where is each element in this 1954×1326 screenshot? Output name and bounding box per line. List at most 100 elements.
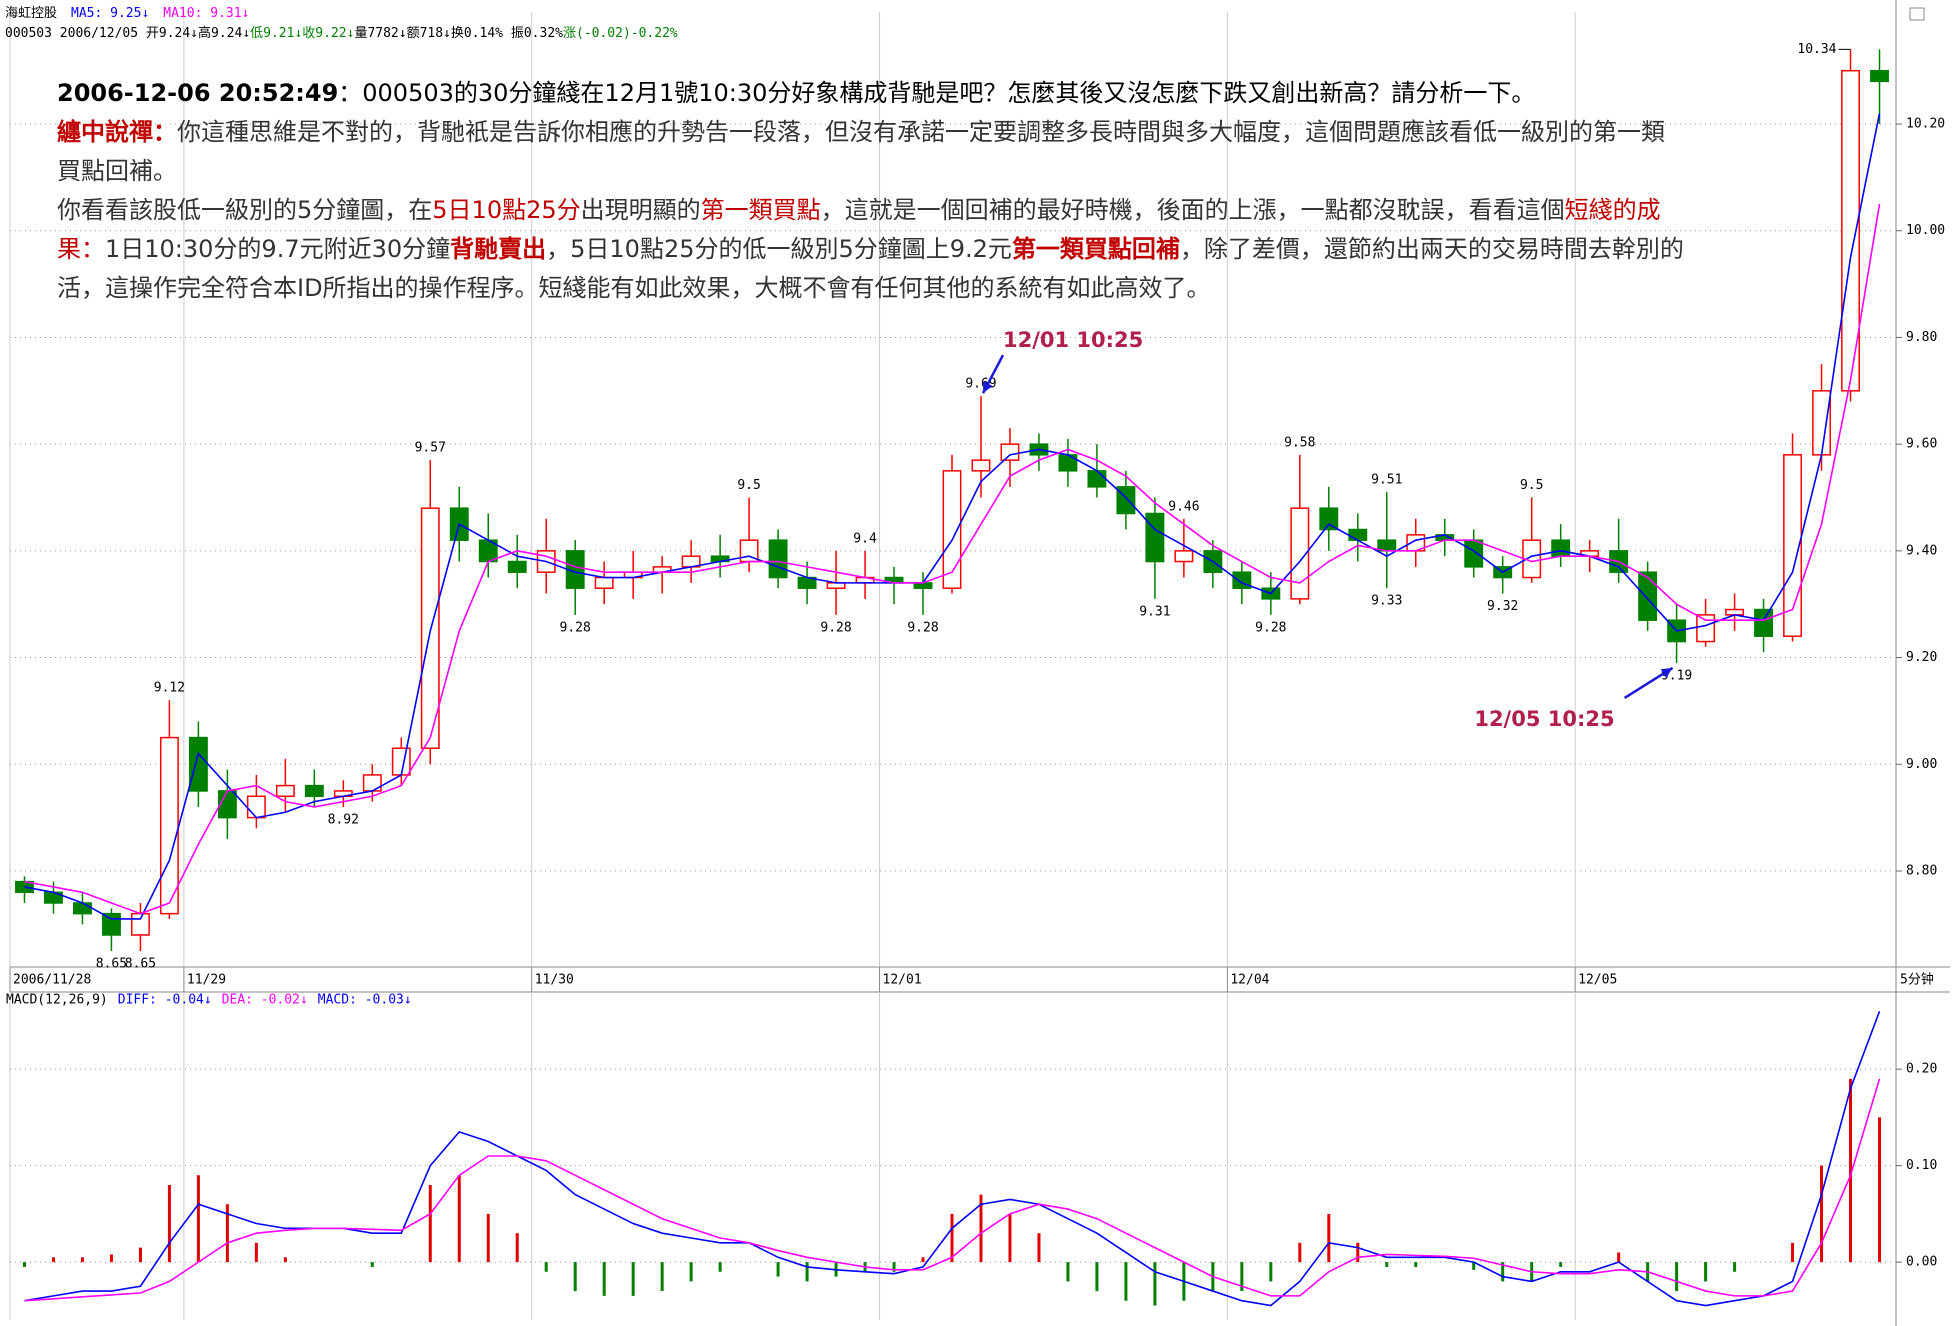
candle-body <box>1754 608 1774 637</box>
candle-body <box>594 576 614 589</box>
extreme-label: 9.28 <box>820 620 851 635</box>
candle-body <box>942 470 962 589</box>
extreme-label: 10.34 <box>1797 42 1836 57</box>
text-run: 你這種思維是不對的，背馳衹是告訴你相應的升勢告一段落，但沒有承諾一定要調整多長時… <box>57 118 1665 185</box>
extreme-label: 9.57 <box>415 441 446 456</box>
y-tick-label: 10.00 <box>1906 223 1945 238</box>
text-run: 纏中說禪： <box>57 118 177 146</box>
x-tick-label: 2006/11/28 <box>13 973 91 988</box>
extreme-label: 9.33 <box>1371 594 1402 609</box>
y-tick-label: 10.20 <box>1906 117 1945 132</box>
extreme-label: 9.69 <box>965 377 996 392</box>
y-tick-label: 9.60 <box>1906 437 1937 452</box>
extreme-label: 9.31 <box>1139 604 1170 619</box>
text-run: ，5日10點25分的低一級別5分鐘圖上9.2元 <box>546 235 1012 263</box>
article: 2006-12-06 20:52:49：000503的30分鐘綫在12月1號10… <box>57 74 1687 308</box>
candle-body <box>1145 512 1165 563</box>
text-run: 出現明顯的 <box>580 196 701 224</box>
indicator-line <box>24 1078 1881 1302</box>
candle-body <box>304 784 324 798</box>
window-icon <box>1909 7 1925 21</box>
y-tick-label: 0.10 <box>1906 1158 1937 1173</box>
extreme-label: 9.28 <box>560 620 591 635</box>
quote-item: 低9.21↓收9.22↓ <box>250 26 355 41</box>
extreme-label: 9.51 <box>1371 473 1402 488</box>
paragraph: 2006-12-06 20:52:49：000503的30分鐘綫在12月1號10… <box>57 74 1687 113</box>
legend-item: MACD(12,26,9) <box>6 993 108 1008</box>
annotation-arrowhead <box>982 381 993 394</box>
indicator-line <box>24 113 1881 920</box>
candle-body <box>73 902 92 915</box>
candle-body <box>159 736 179 915</box>
y-tick-label: 9.00 <box>1906 757 1937 772</box>
candle-body <box>362 774 382 792</box>
quote-item: 涨(-0.02)-0.22% <box>562 26 678 41</box>
extreme-label: 9.5 <box>737 478 760 493</box>
header: 海虹控股 MA5: 9.25↓ MA10: 9.31↓ 000503 2006/12/… <box>5 4 678 44</box>
candle-body <box>246 795 266 819</box>
extreme-label: 8.65 <box>96 956 127 971</box>
quote-item: 000503 2006/12/05 开9.24↓高9.24↓ <box>5 26 251 41</box>
stock-name: 海虹控股 <box>5 6 58 21</box>
extreme-label: 9.5 <box>1520 478 1543 493</box>
candle-body <box>275 784 295 798</box>
candle-body <box>1058 454 1078 472</box>
extreme-label: 8.92 <box>328 812 359 827</box>
candle-body <box>913 582 933 589</box>
annotation-arrowhead <box>1660 667 1673 679</box>
text-run: 第一類買點回補 <box>1011 235 1180 263</box>
candle-body <box>1087 470 1107 488</box>
header-line: 000503 2006/12/05 开9.24↓高9.24↓低9.21↓收9.2… <box>5 24 678 44</box>
x-axis-unit: 5分钟 <box>1900 972 1934 988</box>
x-tick-label: 11/30 <box>535 973 574 988</box>
candle-body <box>1841 69 1860 392</box>
candle-body <box>1000 443 1020 461</box>
paragraph: 纏中說禪：你這種思維是不對的，背馳衹是告訴你相應的升勢告一段落，但沒有承諾一定要… <box>57 113 1687 191</box>
text-run: 你看看該股低一級別的5分鐘圖，在 <box>57 196 433 224</box>
candle-body <box>1638 571 1658 621</box>
y-tick-label: 0.00 <box>1906 1255 1937 1270</box>
y-tick-label: 8.80 <box>1906 863 1937 878</box>
extreme-label: 9.4 <box>853 531 877 546</box>
candle-body <box>971 459 991 472</box>
text-run: ，除了差價，還節約出兩天的交易時間去幹別的活，這操作完全符合本ID所指出的操作程… <box>57 235 1684 302</box>
candle-body <box>1174 550 1194 563</box>
extreme-label: 9.58 <box>1284 435 1315 450</box>
candle-body <box>1812 390 1831 456</box>
y-tick-label: 9.40 <box>1906 543 1937 558</box>
annotation-label: 12/01 10:25 <box>1003 328 1143 352</box>
extreme-label: 9.28 <box>1255 620 1286 635</box>
extreme-label: 9.46 <box>1168 499 1199 514</box>
candle-body <box>768 539 788 579</box>
indicator-line <box>24 203 1881 915</box>
extreme-label: 9.28 <box>907 620 938 635</box>
candle-body <box>130 912 150 936</box>
text-run: 短綫的成果： <box>57 196 1661 263</box>
legend-item: MA5: 9.25↓ <box>71 6 150 21</box>
candle-body <box>1464 539 1484 568</box>
candle-body <box>1870 69 1889 83</box>
text-run: 2006-12-06 20:52:49 <box>57 79 339 107</box>
text-run: ，這就是一個回補的最好時機，後面的上漲，一點都沒耽誤，看看這個 <box>820 196 1565 224</box>
extreme-label: 9.12 <box>154 681 185 696</box>
candle-body <box>217 790 237 819</box>
candle-body <box>188 736 208 792</box>
extreme-label: 8.65 <box>125 956 156 971</box>
legend-item: DEA: -0.02↓ <box>222 993 308 1008</box>
candle-body <box>507 560 527 573</box>
legend-item: MACD: -0.03↓ <box>318 993 412 1008</box>
annotation-label: 12/05 10:25 <box>1474 707 1614 731</box>
paragraph: 你看看該股低一級別的5分鐘圖，在5日10點25分出現明顯的第一類買點，這就是一個… <box>57 191 1687 308</box>
candle-body <box>1319 507 1339 531</box>
x-tick-label: 12/05 <box>1578 973 1617 988</box>
quote-item: 量7782↓额718↓换0.14% 振0.32% <box>354 26 563 41</box>
x-tick-label: 12/04 <box>1230 973 1269 988</box>
candle-body <box>1783 454 1802 637</box>
header-line: 海虹控股 MA5: 9.25↓ MA10: 9.31↓ <box>5 4 678 24</box>
candle-body <box>1290 507 1310 600</box>
text-run: ：000503的30分鐘綫在12月1號10:30分好象構成背馳是吧？怎麼其後又沒… <box>338 79 1536 107</box>
legend-item: MA10: 9.31↓ <box>163 6 250 21</box>
candle-body <box>1551 539 1571 557</box>
